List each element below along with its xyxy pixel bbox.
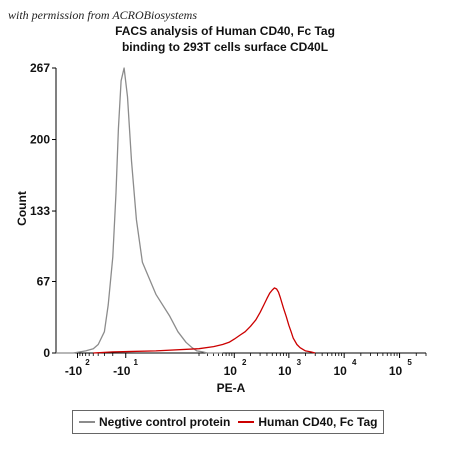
y-tick-label: 267: [30, 61, 50, 75]
legend-swatch-cd40: [238, 421, 255, 423]
x-tick-exponent: 1: [134, 358, 139, 367]
x-tick-exponent: 2: [242, 358, 247, 367]
y-tick-label: 133: [30, 204, 50, 218]
series-line-cd40: [93, 287, 316, 354]
legend-label-cd40: Human CD40, Fc Tag: [258, 415, 378, 429]
y-axis-label: Count: [15, 191, 29, 226]
y-tick-label: 0: [43, 346, 50, 360]
x-axis-label: PE-A: [217, 381, 246, 395]
watermark: with permission from ACROBiosystems: [8, 8, 198, 22]
y-tick-label: 200: [30, 133, 50, 147]
chart-legend: Negtive control protein Human CD40, Fc T…: [72, 410, 385, 434]
x-tick-label: 10: [278, 364, 292, 378]
series-line-control: [56, 67, 223, 354]
x-tick-exponent: 2: [85, 358, 90, 367]
x-tick-label: 10: [333, 364, 347, 378]
x-tick-exponent: 4: [352, 358, 357, 367]
chart-title-line-1: FACS analysis of Human CD40, Fc Tag: [115, 24, 335, 38]
x-tick-exponent: 5: [407, 358, 412, 367]
legend-swatch-control: [79, 421, 95, 423]
chart-title-line-2: binding to 293T cells surface CD40L: [121, 40, 329, 54]
legend-label-control: Negtive control protein: [99, 415, 231, 429]
legend-item-control: Negtive control protein: [79, 415, 230, 429]
x-tick-label: -10: [113, 364, 131, 378]
x-tick-label: 10: [224, 364, 238, 378]
y-tick-label: 67: [37, 274, 51, 288]
x-tick-label: -10: [65, 364, 83, 378]
x-tick-exponent: 3: [297, 358, 302, 367]
legend-item-cd40: Human CD40, Fc Tag: [238, 415, 377, 429]
x-tick-label: 10: [389, 364, 403, 378]
